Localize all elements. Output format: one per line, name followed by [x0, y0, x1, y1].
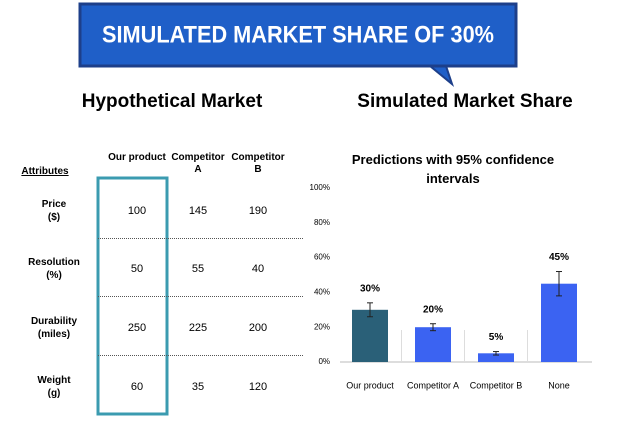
cell: 60 [130, 381, 144, 393]
x-tick-label: None [548, 380, 570, 390]
y-tick-label: 40% [314, 288, 330, 297]
y-tick-label: 80% [314, 218, 330, 227]
cell: 35 [191, 381, 205, 393]
bar [478, 353, 514, 362]
left-heading: Hypothetical Market [81, 91, 263, 112]
cell: 250 [127, 322, 147, 334]
y-tick-label: 100% [310, 183, 330, 192]
row-attribute: Resolution [28, 257, 80, 268]
cell: 50 [130, 263, 144, 275]
y-tick-label: 0% [318, 357, 330, 366]
table-header: Our product [108, 152, 166, 163]
cell: 55 [191, 263, 205, 275]
table-header: Competitor A [171, 152, 225, 175]
value-label: 30% [360, 283, 380, 294]
row-separator [98, 238, 303, 239]
y-tick-label: 60% [314, 253, 330, 262]
row-unit: (g) [47, 388, 61, 399]
cell: 145 [188, 205, 208, 217]
banner-title: SIMULATED MARKET SHARE OF 30% [102, 21, 494, 48]
value-label: 5% [489, 332, 504, 343]
row-attribute: Weight [37, 375, 71, 386]
cell: 200 [248, 322, 268, 334]
cell: 190 [248, 205, 268, 217]
x-tick-label: Competitor B [470, 380, 523, 390]
row-separator [98, 296, 303, 297]
row-attribute: Price [41, 199, 67, 210]
y-tick-label: 20% [314, 322, 330, 331]
row-unit: ($) [47, 212, 61, 223]
chart-title: Predictions with 95% confidence interval… [351, 152, 555, 186]
bar [352, 309, 388, 362]
row-unit: (miles) [37, 329, 71, 340]
cell: 225 [188, 322, 208, 334]
banner [78, 2, 518, 68]
bar [541, 283, 577, 362]
chart: 0% 20% 40% 60% 80% 100% Our product 30% Competit… [310, 183, 592, 390]
bar [415, 327, 451, 362]
row-unit: (%) [46, 270, 62, 281]
cell: 120 [248, 381, 268, 393]
row-separator [98, 355, 303, 356]
cell: 100 [127, 205, 147, 217]
cell: 40 [251, 263, 265, 275]
value-label: 45% [549, 252, 569, 263]
right-heading: Simulated Market Share [357, 91, 573, 112]
row-attribute: Durability [30, 316, 78, 327]
x-tick-label: Competitor A [407, 380, 459, 390]
table-header: Attributes [21, 166, 69, 177]
value-label: 20% [423, 304, 443, 315]
x-tick-label: Our product [346, 380, 394, 390]
table-header: Competitor B [231, 152, 285, 175]
banner-tail [427, 65, 455, 87]
